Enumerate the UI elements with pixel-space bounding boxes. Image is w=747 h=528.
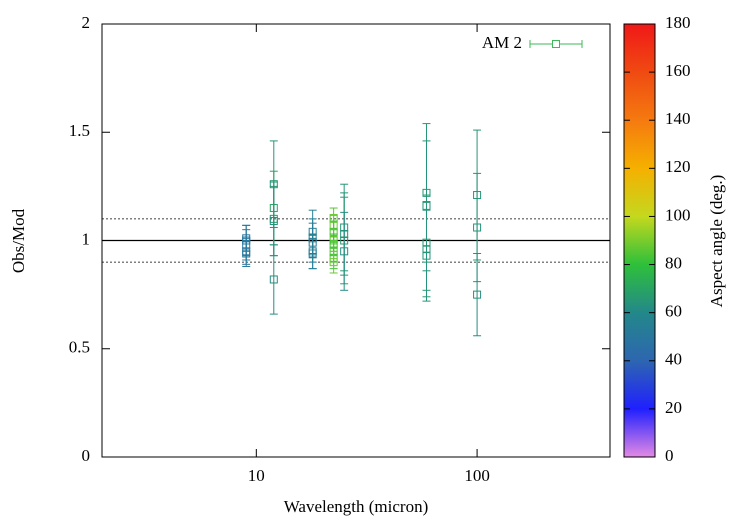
data-point <box>473 290 482 299</box>
error-bar <box>308 237 317 270</box>
x-axis-label: Wavelength (micron) <box>284 497 429 516</box>
x-tick-label: 100 <box>464 466 490 485</box>
legend-label: AM 2 <box>482 33 522 52</box>
colorbar-tick-label: 140 <box>665 109 691 128</box>
colorbar-tick-label: 160 <box>665 61 691 80</box>
y-tick-label: 0.5 <box>69 338 90 357</box>
colorbar-tick-label: 20 <box>665 398 682 417</box>
legend-marker <box>552 40 560 48</box>
y-tick-label: 0 <box>82 446 91 465</box>
y-tick-label: 2 <box>82 13 91 32</box>
error-bar <box>329 250 338 274</box>
error-bar <box>422 209 431 302</box>
error-bar <box>242 224 251 252</box>
colorbar <box>623 23 656 458</box>
colorbar-tick-label: 100 <box>665 205 691 224</box>
colorbar-tick-label: 120 <box>665 157 691 176</box>
data-point <box>242 234 251 243</box>
colorbar-tick-label: 80 <box>665 253 682 272</box>
colorbar-tick-label: 60 <box>665 302 682 321</box>
data-point <box>269 275 278 284</box>
data-point <box>340 247 349 256</box>
error-bar <box>340 211 349 291</box>
error-bar <box>269 244 278 315</box>
data-point <box>308 249 317 258</box>
data-point <box>269 217 278 226</box>
data-point <box>473 223 482 232</box>
colorbar-tick-label: 40 <box>665 350 682 369</box>
error-bar <box>473 252 482 337</box>
colorbar-tick-label: 180 <box>665 13 691 32</box>
colorbar-tick-label: 0 <box>665 446 674 465</box>
data-point <box>422 251 431 260</box>
colorbar-label: Aspect angle (deg.) <box>707 175 726 308</box>
data-point <box>329 258 338 267</box>
y-tick-label: 1 <box>82 229 91 248</box>
y-axis-label: Obs/Mod <box>9 208 28 273</box>
y-tick-label: 1.5 <box>69 121 90 140</box>
x-tick-label: 10 <box>248 466 265 485</box>
